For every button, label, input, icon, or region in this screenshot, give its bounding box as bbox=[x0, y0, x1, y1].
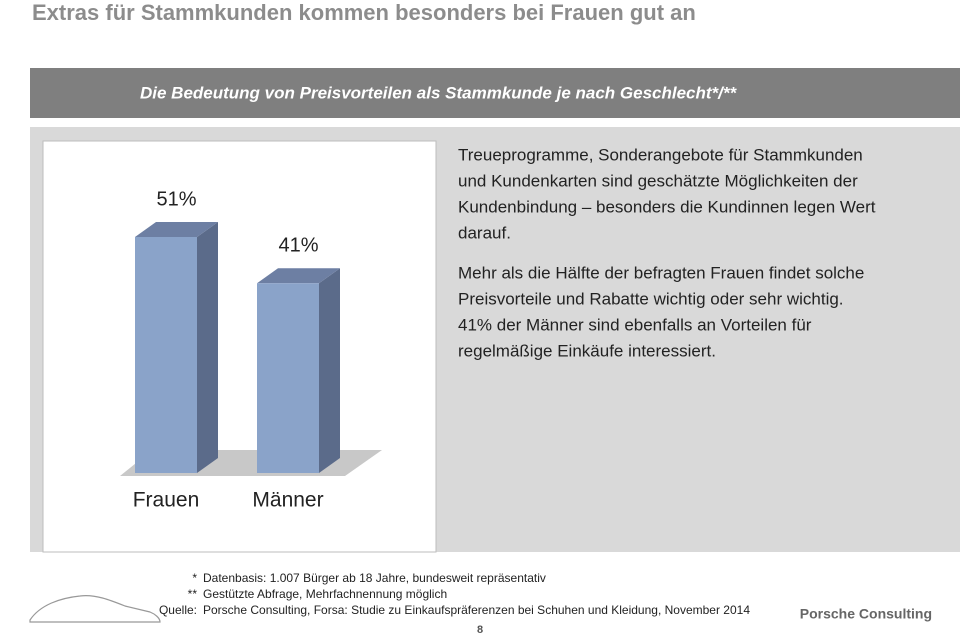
body-text: Preisvorteile und Rabatte wichtig oder s… bbox=[458, 289, 844, 308]
body-text: und Kundenkarten sind geschätzte Möglich… bbox=[458, 171, 858, 190]
bar-top bbox=[257, 268, 340, 284]
chart-box bbox=[42, 140, 437, 553]
footnote-marker: * bbox=[192, 571, 197, 585]
car-outline bbox=[29, 595, 161, 623]
bar-side bbox=[197, 222, 218, 473]
footnote: Porsche Consulting, Forsa: Studie zu Ein… bbox=[203, 603, 750, 617]
banner: Die Bedeutung von Preisvorteilen als Sta… bbox=[140, 83, 738, 102]
bar-side bbox=[319, 268, 340, 473]
body-text: 41% der Männer sind ebenfalls an Vorteil… bbox=[458, 315, 812, 334]
body-text: Mehr als die Hälfte der befragten Frauen… bbox=[458, 263, 864, 282]
body-text: Treueprogramme, Sonderangebote für Stamm… bbox=[458, 145, 863, 164]
bar bbox=[135, 237, 197, 473]
slide-title: Extras für Stammkunden kommen besonders … bbox=[32, 0, 696, 25]
footnote: Gestützte Abfrage, Mehrfachnennung mögli… bbox=[203, 587, 447, 601]
footnote: Datenbasis: 1.007 Bürger ab 18 Jahre, bu… bbox=[203, 571, 546, 585]
value-label: 51% bbox=[156, 188, 196, 210]
value-label: 41% bbox=[278, 235, 318, 257]
bar bbox=[257, 283, 319, 473]
x-tick-label: Männer bbox=[252, 489, 323, 512]
footnote-marker: ** bbox=[188, 587, 198, 601]
page-number: 8 bbox=[477, 624, 483, 636]
body-text: darauf. bbox=[458, 223, 511, 242]
brand: Porsche Consulting bbox=[800, 606, 932, 622]
body-text: regelmäßige Einkäufe interessiert. bbox=[458, 341, 716, 360]
banner-bg bbox=[30, 68, 960, 118]
x-tick-label: Frauen bbox=[133, 489, 200, 512]
bar-top bbox=[135, 222, 218, 237]
footnote-marker: Quelle: bbox=[159, 603, 197, 617]
body-text: Kundenbindung – besonders die Kundinnen … bbox=[458, 197, 876, 216]
